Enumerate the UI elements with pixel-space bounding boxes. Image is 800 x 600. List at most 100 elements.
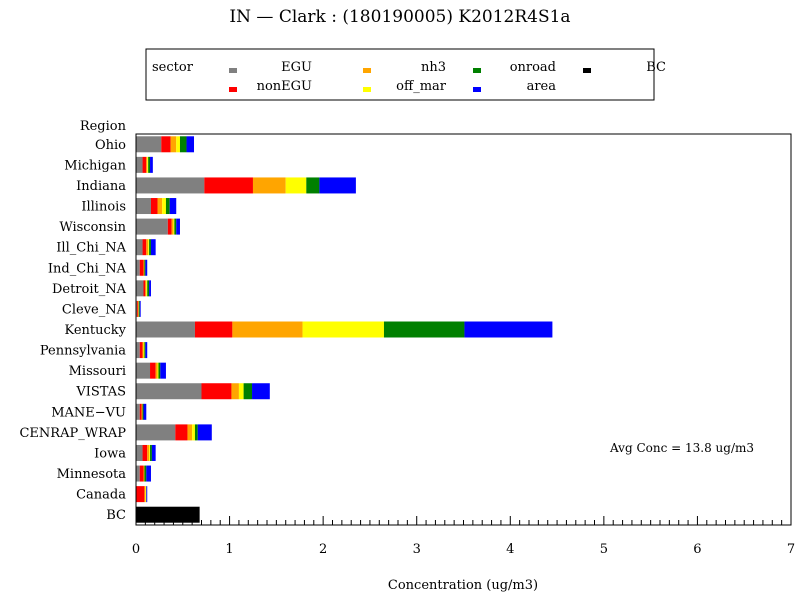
avg-conc-annotation: Avg Conc = 13.8 ug/m3 (609, 441, 754, 455)
legend-label: area (527, 79, 557, 94)
bar-segment (179, 136, 187, 153)
bar-segment (150, 198, 158, 215)
bar-segment (136, 383, 202, 400)
bar-segment (139, 403, 142, 420)
x-tick-label: 0 (132, 542, 140, 557)
category-label: VISTAS (75, 385, 126, 400)
category-label: Ohio (95, 138, 126, 153)
legend-label: EGU (281, 60, 312, 75)
bar-segment (143, 403, 147, 420)
bar-segment (243, 383, 253, 400)
bar-segment (174, 218, 177, 235)
chart-title: IN — Clark : (180190005) K2012R4S1a (229, 7, 570, 27)
legend-swatch (229, 68, 237, 73)
bar-segment (464, 321, 553, 338)
category-label: CENRAP_WRAP (19, 426, 126, 441)
bar-segment (136, 239, 143, 256)
bar-segment (231, 383, 239, 400)
bar-segment (136, 177, 205, 194)
bar-segment (143, 280, 146, 297)
bar-segment (136, 321, 195, 338)
bar-segment (170, 136, 177, 153)
bar-segment (155, 362, 158, 379)
legend-swatch (229, 87, 237, 92)
category-label: Ill_Chi_NA (56, 241, 126, 256)
bar-segment (136, 342, 140, 359)
bar-segment (252, 177, 286, 194)
bar-segment (150, 444, 152, 461)
bar-segment (145, 259, 148, 276)
bar-segment (138, 300, 140, 317)
bar-segment (173, 218, 175, 235)
legend-swatch (583, 68, 591, 73)
bar-segment (136, 198, 151, 215)
legend-swatch (473, 87, 481, 92)
legend-label: BC (646, 60, 666, 75)
bar-segment (142, 239, 147, 256)
bar-segment (150, 156, 153, 173)
x-tick-label: 7 (787, 542, 795, 557)
category-label: Detroit_NA (52, 282, 127, 297)
bar-segment (176, 136, 180, 153)
legend-label: onroad (510, 60, 556, 75)
x-tick-label: 5 (600, 542, 608, 557)
bars (136, 136, 553, 523)
bar-segment (167, 218, 172, 235)
x-axis-ticks: 0 1 2 3 4 5 6 7 (132, 516, 795, 557)
category-label: MANE−VU (51, 405, 126, 420)
legend-label: nonEGU (257, 79, 312, 94)
category-label: Minnesota (57, 467, 127, 482)
bar-segment (136, 156, 143, 173)
category-label: Indiana (76, 179, 126, 194)
bar-segment (165, 198, 170, 215)
bar-segment (136, 362, 151, 379)
bar-segment (252, 383, 270, 400)
bar-segment (162, 198, 166, 215)
bar-segment (148, 239, 150, 256)
legend-swatch (473, 68, 481, 73)
bar-segment (136, 136, 162, 153)
bar-segment (187, 424, 193, 441)
bar-segment (194, 321, 233, 338)
legend-items: EGU nonEGU nh3 off_mar onroad area BC (229, 60, 666, 94)
category-label: Missouri (69, 364, 126, 379)
bar-segment (144, 486, 146, 503)
bar-segment (139, 300, 141, 317)
bar-segment (146, 156, 148, 173)
bar-segment (145, 280, 147, 297)
x-tick-label: 6 (693, 542, 701, 557)
bar-segment (149, 280, 151, 297)
legend-swatch (363, 87, 371, 92)
bar-segment (186, 136, 195, 153)
bar-segment (142, 342, 144, 359)
bar-segment (197, 424, 212, 441)
bar-segment (139, 465, 144, 482)
bar-segment (160, 362, 166, 379)
bar-segment (142, 156, 147, 173)
legend-label: nh3 (421, 60, 446, 75)
bar-segment (142, 403, 144, 420)
bar-segment (147, 280, 150, 297)
category-label: Kentucky (64, 323, 126, 338)
x-tick-label: 2 (319, 542, 327, 557)
bar-segment (136, 424, 176, 441)
bar-segment (145, 342, 148, 359)
x-tick-label: 4 (506, 542, 514, 557)
bar-segment (194, 424, 198, 441)
legend-label: off_mar (396, 79, 447, 94)
legend-swatch (363, 68, 371, 73)
bar-segment (319, 177, 356, 194)
bar-segment (136, 218, 168, 235)
category-label: Iowa (94, 446, 126, 461)
bar-segment (136, 506, 200, 523)
bar-segment (136, 403, 140, 420)
bar-segment (306, 177, 320, 194)
bar-segment (238, 383, 244, 400)
bar-segment (150, 362, 156, 379)
legend: sector EGU nonEGU nh3 off_mar onroad area BC (145, 48, 666, 101)
bar-segment (146, 465, 151, 482)
bar-segment (147, 444, 150, 461)
x-axis-label: Concentration (ug/m3) (388, 578, 538, 593)
bar-segment (146, 486, 148, 503)
bar-segment (139, 342, 143, 359)
